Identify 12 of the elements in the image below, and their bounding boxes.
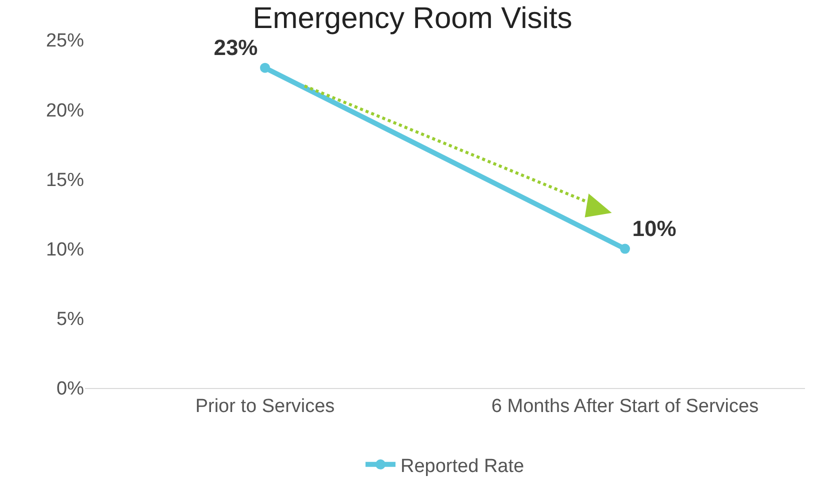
x-tick-label: 6 Months After Start of Services	[491, 396, 759, 417]
y-tick-label: 25%	[46, 30, 84, 52]
y-tick-label: 15%	[46, 170, 84, 191]
data-label: 23%	[214, 35, 258, 60]
legend-label: Reported Rate	[400, 456, 524, 477]
data-label: 10%	[632, 216, 676, 242]
y-tick-label: 5%	[56, 309, 84, 330]
y-tick-label: 20%	[46, 100, 84, 122]
y-tick-label: 0%	[56, 378, 84, 400]
x-tick-label: Prior to Services	[195, 396, 335, 417]
y-tick-label: 10%	[46, 239, 84, 260]
chart-title: Emergency Room Visits	[252, 2, 572, 36]
